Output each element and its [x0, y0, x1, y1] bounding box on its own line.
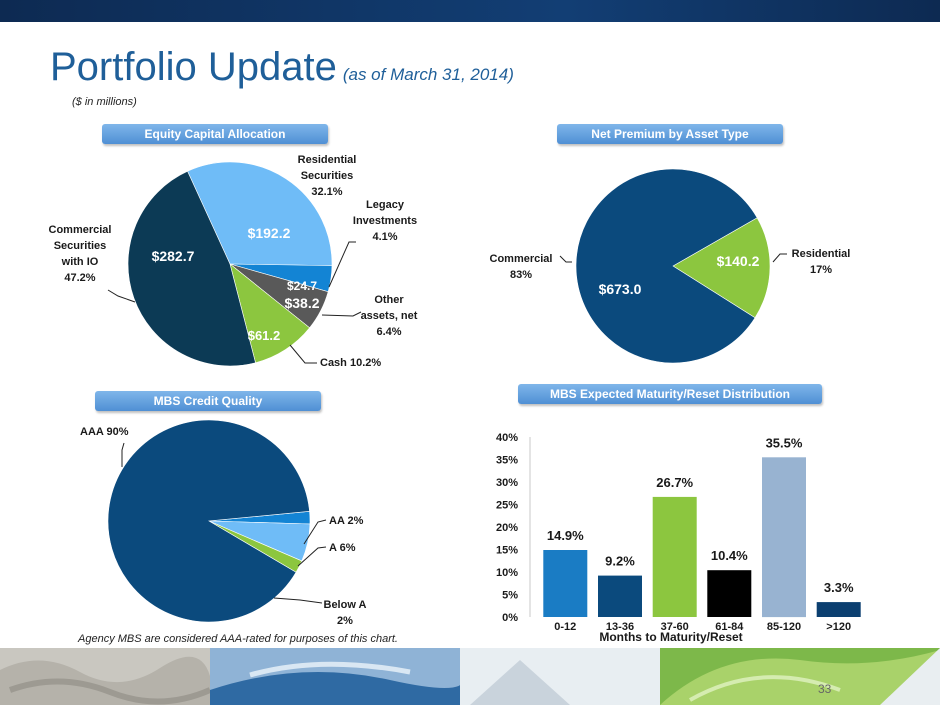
equity-slice-commercial-securities-with-io	[127, 170, 256, 367]
title-date: (as of March 31, 2014)	[342, 65, 514, 84]
y-tick-label: 10%	[496, 567, 518, 579]
credit-quality-header: MBS Credit Quality	[95, 391, 321, 411]
label-legacy-l2: Investments	[353, 215, 417, 227]
bar-85-120	[762, 457, 806, 618]
label-below-a-l2: 2%	[337, 615, 353, 627]
label-other-l2: assets, net	[361, 310, 418, 322]
page-title: Portfolio Update (as of March 31, 2014)	[50, 45, 514, 90]
leader-below-a	[273, 597, 323, 604]
x-category-label: 85-120	[767, 621, 801, 633]
y-tick-label: 25%	[496, 500, 518, 512]
label-other-l1: Other	[374, 294, 404, 306]
label-cash: Cash 10.2%	[320, 357, 381, 369]
value-cash: $61.2	[248, 328, 281, 343]
leader-other	[321, 311, 362, 317]
y-tick-label: 15%	[496, 545, 518, 557]
label-below-a-l1: Below A	[324, 599, 367, 611]
y-tick-label: 20%	[496, 522, 518, 534]
value-other: $38.2	[284, 295, 319, 311]
label-commercial-l1: Commercial	[49, 224, 112, 236]
label-other-l3: 6.4%	[376, 326, 401, 338]
equity-allocation-labels: Residential Securities 32.1% Legacy Inve…	[49, 154, 418, 369]
y-tick-label: 30%	[496, 477, 518, 489]
value-residential: $192.2	[248, 225, 291, 241]
page-number: 33	[818, 682, 832, 696]
label-commercial-l4: 47.2%	[64, 272, 95, 284]
maturity-distribution-header: MBS Expected Maturity/Reset Distribution	[518, 384, 822, 404]
credit-quality-labels: AAA 90% AA 2% A 6% Below A 2%	[80, 426, 367, 627]
credit-quality-leaders	[121, 442, 327, 604]
bar-61-84	[707, 570, 752, 617]
label-np-residential-l1: Residential	[792, 248, 851, 260]
bar-value-label: 9.2%	[605, 554, 635, 569]
equity-allocation-leaders	[107, 241, 362, 364]
leader-aaa	[121, 442, 125, 467]
leader-cash	[289, 344, 317, 364]
label-residential-l1: Residential	[298, 154, 357, 166]
top-banner	[0, 0, 940, 22]
leader-commercial	[107, 289, 136, 303]
units-note: ($ in millions)	[72, 96, 137, 108]
x-category-label: 0-12	[554, 621, 576, 633]
bar-value-label: 26.7%	[656, 475, 693, 490]
net-premium-values: $140.2 $673.0	[599, 253, 760, 297]
bar-value-label: 3.3%	[824, 580, 854, 595]
bar--120	[816, 602, 861, 617]
leader-aa	[303, 519, 327, 545]
equity-allocation-pie	[127, 161, 333, 367]
leader-np-commercial	[559, 255, 572, 263]
equity-allocation-values: $192.2 $24.7 $38.2 $61.2 $282.7	[152, 225, 320, 343]
leader-legacy	[328, 241, 356, 288]
bar-37-60	[652, 496, 697, 617]
title-main: Portfolio Update	[50, 45, 337, 89]
y-tick-label: 35%	[496, 455, 518, 467]
value-legacy: $24.7	[287, 279, 317, 293]
label-a: A 6%	[329, 542, 356, 554]
label-commercial-l3: with IO	[61, 256, 99, 268]
net-premium-pie	[575, 168, 771, 364]
net-premium-slice-commercial	[575, 168, 758, 364]
y-tick-label: 0%	[502, 612, 518, 624]
bar-x-axis-title: Months to Maturity/Reset	[599, 630, 742, 644]
credit-slice-aaa	[107, 419, 310, 623]
bar-value-label: 14.9%	[547, 528, 584, 543]
y-tick-label: 40%	[496, 432, 518, 444]
net-premium-slice-residential	[672, 217, 771, 319]
x-category-label: 37-60	[661, 621, 689, 633]
bar-13-36	[598, 575, 642, 617]
footnote: Agency MBS are considered AAA-rated for …	[78, 633, 398, 645]
decorative-photo-strip	[0, 648, 940, 705]
label-legacy-l1: Legacy	[366, 199, 405, 211]
label-residential-l3: 32.1%	[311, 186, 342, 198]
label-legacy-l3: 4.1%	[372, 231, 397, 243]
leader-a	[297, 546, 327, 567]
value-np-commercial: $673.0	[599, 281, 642, 297]
value-np-residential: $140.2	[717, 253, 760, 269]
x-category-label: 13-36	[606, 621, 634, 633]
leader-np-residential	[772, 253, 787, 263]
label-np-residential-l2: 17%	[810, 264, 832, 276]
equity-slice-residential-securities	[187, 161, 333, 266]
x-category-label: >120	[826, 621, 851, 633]
bar-value-label: 10.4%	[711, 548, 748, 563]
label-residential-l2: Securities	[301, 170, 354, 182]
bar-value-label: 35.5%	[766, 435, 803, 450]
label-np-commercial-l1: Commercial	[490, 253, 553, 265]
maturity-bar-chart: 0% 5% 10% 15% 20% 25% 30% 35% 40% 14.9% 0-12 9.2% 13…	[496, 432, 861, 633]
net-premium-leaders	[559, 253, 787, 263]
bar-0-12	[543, 550, 588, 617]
credit-quality-pie	[107, 419, 311, 623]
label-np-commercial-l2: 83%	[510, 269, 532, 281]
label-commercial-l2: Securities	[54, 240, 107, 252]
net-premium-header: Net Premium by Asset Type	[557, 124, 783, 144]
equity-allocation-header: Equity Capital Allocation	[102, 124, 328, 144]
label-aaa: AAA 90%	[80, 426, 129, 438]
y-tick-label: 5%	[502, 590, 518, 602]
value-commercial: $282.7	[152, 248, 195, 264]
label-aa: AA 2%	[329, 515, 364, 527]
x-category-label: 61-84	[715, 621, 744, 633]
net-premium-labels: Residential 17% Commercial 83%	[490, 248, 851, 281]
